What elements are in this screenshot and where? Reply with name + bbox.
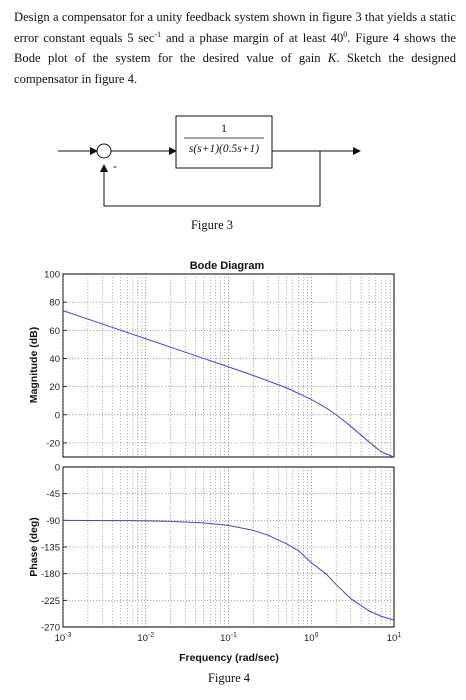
minus-sign: - [113,159,117,173]
phase-panel: 0 -45 -90 -135 -180 -225 -270 [41,463,395,634]
x-axis-label: Frequency (rad/sec) [179,652,279,664]
x-tick-label: 101 [387,632,402,644]
magnitude-ytick-label: 0 [55,410,60,421]
problem-statement: Design a compensator for a unity feedbac… [14,7,456,89]
problem-text-part1: Design a compensator for a unity feedbac… [14,10,456,45]
magnitude-curve [62,310,395,458]
transfer-denominator: s(s+1)(0.5s+1) [189,143,259,155]
problem-text-part4: . Sketch the designed compensator in fig… [14,51,456,86]
phase-ytick-label: -135 [41,543,60,554]
plant-block [175,115,273,169]
problem-text-part2: and a phase margin of at least 40 [161,30,344,45]
block-diagram: - 1 s(s+1)(0.5s+1) Figure 3 [58,115,361,232]
magnitude-ytick-label: 40 [49,354,60,365]
phase-ytick-label: -270 [41,623,60,634]
x-tick-label: 100 [304,632,319,644]
x-tick-label: 10-1 [220,632,237,644]
phase-ytick-label: -45 [46,489,60,500]
transfer-numerator: 1 [221,121,227,135]
figure-4-caption: Figure 4 [208,671,251,685]
magnitude-ytick-label: 20 [49,382,60,393]
magnitude-ytick-label: 80 [49,298,60,309]
problem-text-part3: . Figure 4 shows the Bode plot of the sy… [14,30,456,66]
x-tick-label: 10-2 [137,632,154,644]
feedback-path [100,151,321,207]
phase-ytick-label: 0 [55,463,60,474]
chart-title: Bode Diagram [190,260,265,272]
phase-ytick-label: -180 [41,569,60,580]
phase-ytick-label: -225 [41,596,60,607]
phase-axis-label: Phase (deg) [28,517,40,577]
figure-3-caption: Figure 3 [191,218,233,232]
magnitude-ytick-label: 100 [44,270,60,281]
x-tick-label: 10-3 [55,632,72,644]
bode-plot: Bode Diagram -20 0 20 40 60 80 100 Magnitude (… [28,260,402,685]
magnitude-ytick-label: 60 [49,326,60,337]
magnitude-panel: -20 0 20 40 60 80 100 [44,270,395,458]
exponent-minus-one: -1 [154,29,162,39]
gain-variable: K [327,51,337,66]
magnitude-ytick-label: -20 [46,438,60,449]
summing-junction [96,143,112,159]
problem-text: Design a compensator for a unity feedbac… [14,7,456,89]
phase-curve [62,519,395,621]
phase-ytick-label: -90 [46,516,60,527]
degree-superscript: 0 [343,29,348,39]
magnitude-axis-label: Magnitude (dB) [28,327,40,403]
